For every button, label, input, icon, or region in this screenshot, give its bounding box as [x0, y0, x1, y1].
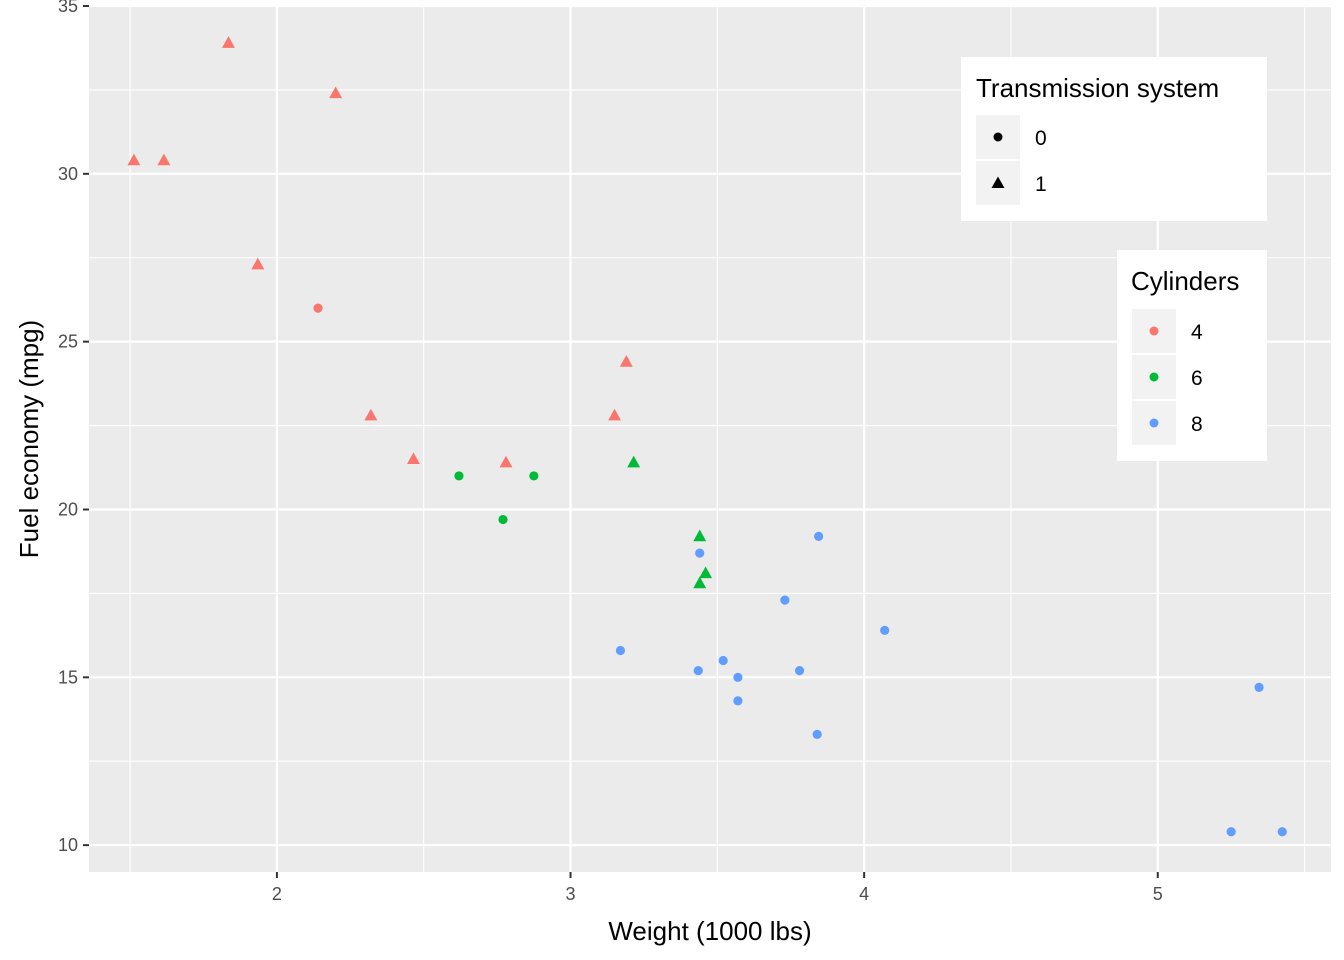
data-point-triangle — [693, 529, 707, 542]
data-point-triangle — [222, 36, 235, 48]
data-point-circle — [454, 471, 464, 481]
data-point-circle — [1277, 827, 1287, 837]
data-point-triangle — [364, 408, 378, 421]
legend-cylinders-label-6: 6 — [1191, 367, 1203, 390]
data-point-circle — [695, 548, 705, 558]
data-point-circle — [780, 595, 790, 605]
data-point-circle — [718, 655, 728, 666]
data-point-circle — [529, 471, 539, 481]
data-point-circle — [733, 696, 743, 706]
data-points — [127, 36, 1287, 837]
legend-transmission-label-1: 1 — [1035, 173, 1047, 196]
data-point-circle — [880, 625, 890, 635]
data-point-circle — [814, 531, 824, 541]
legend-cylinders-label-8: 8 — [1191, 413, 1203, 436]
legend-transmission: Transmission system 0 1 — [961, 57, 1267, 221]
legend-key-cyl-4-icon — [1149, 326, 1159, 336]
x-tick-label: 4 — [859, 884, 869, 904]
y-tick-label: 35 — [58, 0, 78, 16]
data-point-circle — [1226, 827, 1236, 837]
data-point-triangle — [627, 455, 641, 468]
legend-key-cyl-8-icon — [1149, 418, 1159, 428]
legend-key-cyl-6-icon — [1149, 372, 1159, 382]
legend-key-triangle-icon — [991, 176, 1005, 188]
data-point-circle — [498, 514, 508, 525]
y-tick-label: 30 — [58, 164, 78, 184]
data-point-circle — [812, 729, 822, 739]
data-point-triangle — [619, 354, 633, 367]
x-tick-label: 5 — [1153, 884, 1163, 904]
legend-cylinders-title: Cylinders — [1131, 266, 1239, 296]
data-point-triangle — [127, 153, 141, 166]
y-tick-label: 10 — [58, 835, 78, 855]
data-point-triangle — [157, 153, 171, 166]
x-axis-title: Weight (1000 lbs) — [608, 916, 811, 946]
y-tick-label: 15 — [58, 667, 78, 687]
x-tick-label: 2 — [272, 884, 282, 904]
data-point-circle — [1254, 682, 1264, 692]
data-point-circle — [733, 672, 743, 682]
data-point-circle — [794, 666, 805, 676]
legend-cylinders-label-4: 4 — [1191, 321, 1203, 344]
data-point-triangle — [406, 452, 420, 465]
legend-key-circle-icon — [993, 132, 1003, 142]
y-tick-label: 20 — [58, 499, 78, 519]
legend-cylinders: Cylinders 4 6 8 — [1117, 250, 1267, 461]
data-point-circle — [615, 645, 626, 656]
data-point-triangle — [608, 408, 622, 421]
legend-transmission-label-0: 0 — [1035, 127, 1047, 150]
x-tick-label: 3 — [566, 884, 576, 904]
data-point-triangle — [693, 576, 707, 589]
data-point-triangle — [699, 566, 713, 579]
data-point-triangle — [329, 86, 343, 99]
y-axis-title: Fuel economy (mpg) — [14, 320, 44, 558]
data-point-circle — [693, 666, 703, 676]
data-point-triangle — [251, 257, 265, 270]
data-point-triangle — [499, 455, 513, 468]
data-point-circle — [313, 303, 323, 313]
legend-transmission-title: Transmission system — [976, 73, 1219, 103]
y-tick-label: 25 — [58, 332, 78, 352]
